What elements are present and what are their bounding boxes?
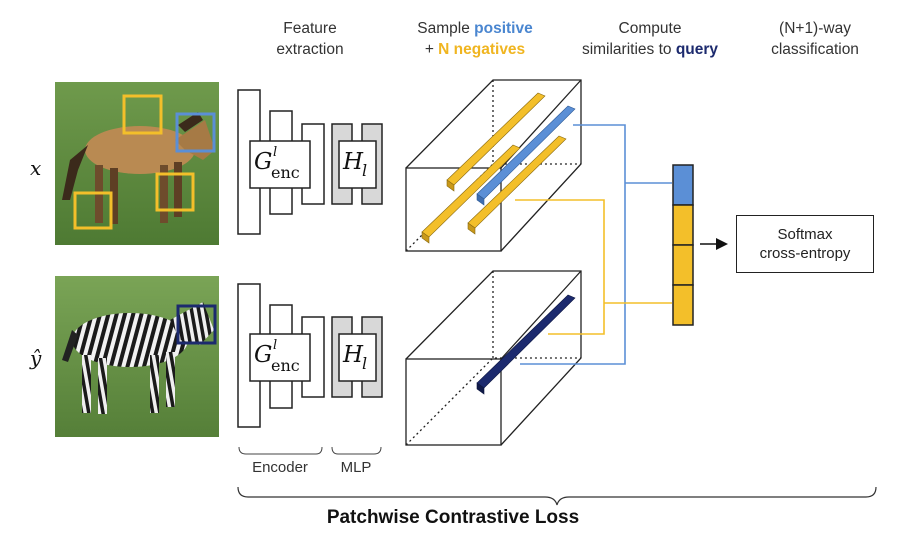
loss-brace — [237, 486, 877, 506]
feature-cube-bottom — [405, 270, 582, 446]
horse-negative-patch-3 — [73, 191, 113, 230]
mlp-label-top: H l — [343, 147, 373, 183]
mlp-symbol: H — [343, 342, 364, 368]
encoder-top — [237, 89, 325, 235]
header-feature-extraction: Feature extraction — [245, 18, 375, 60]
header-negatives: N negatives — [438, 41, 526, 58]
header-feature-line2: extraction — [276, 41, 344, 58]
encoder-subscript: enc — [271, 356, 300, 375]
mlp-bottom — [331, 316, 383, 398]
mlp-brace — [331, 446, 382, 455]
negative-bars — [421, 92, 567, 244]
mlp-caption: MLP — [340, 459, 372, 476]
header-query: query — [675, 41, 719, 58]
header-compute: Compute similarities to query — [555, 18, 745, 60]
row-label-y: ŷ — [30, 346, 42, 370]
encoder-caption: Encoder — [252, 459, 308, 476]
encoder-subscript: enc — [271, 163, 300, 182]
header-classification: (N+1)-way classification — [750, 18, 880, 60]
encoder-label-top: G l enc — [254, 145, 308, 183]
header-compute-line1: Compute — [618, 20, 682, 37]
header-classification-line2: classification — [771, 41, 859, 58]
encoder-superscript: l — [273, 145, 278, 160]
mlp-subscript: l — [362, 354, 368, 373]
horse-positive-patch — [175, 112, 216, 153]
header-plus: + — [424, 41, 439, 58]
positive-bar — [476, 105, 576, 206]
encoder-superscript: l — [273, 338, 278, 353]
header-compute-prefix: similarities to — [581, 41, 676, 58]
encoder-symbol: G — [254, 149, 273, 175]
row-label-x: x — [30, 156, 42, 180]
header-classification-line1: (N+1)-way — [779, 20, 851, 37]
negative-connector — [515, 199, 672, 335]
header-positive: positive — [474, 20, 533, 37]
header-sample: Sample positive + N negatives — [395, 18, 555, 60]
horse-negative-patch-2 — [155, 172, 195, 212]
mlp-subscript: l — [362, 161, 368, 180]
mlp-label-bottom: H l — [343, 340, 373, 376]
encoder-bottom — [237, 283, 325, 428]
encoder-label-bottom: G l enc — [254, 338, 308, 376]
horse-negative-patch-1 — [122, 94, 163, 135]
mlp-symbol: H — [343, 149, 364, 175]
encoder-brace — [238, 446, 323, 455]
zebra-image — [55, 276, 219, 437]
encoder-symbol: G — [254, 342, 273, 368]
softmax-line2: cross-entropy — [759, 245, 851, 262]
query-bar — [476, 294, 576, 395]
positive-connector — [520, 124, 672, 365]
header-feature-line1: Feature — [283, 20, 337, 37]
horse-image — [55, 82, 219, 245]
loss-title: Patchwise Contrastive Loss — [326, 507, 580, 528]
softmax-line1: Softmax — [777, 226, 833, 243]
logit-vector — [672, 164, 694, 326]
zebra-query-patch — [176, 304, 217, 345]
mlp-top — [331, 123, 383, 205]
softmax-box: Softmax cross-entropy — [736, 215, 874, 273]
header-sample-prefix: Sample — [417, 20, 475, 37]
